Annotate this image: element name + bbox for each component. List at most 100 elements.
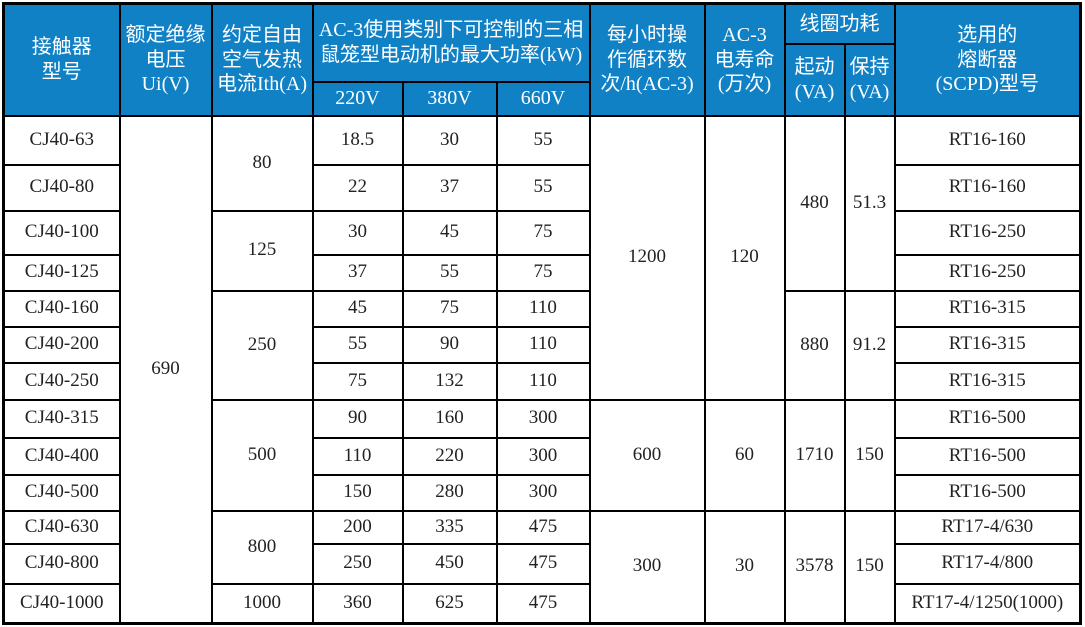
power-220-cell: 30 [311, 209, 404, 256]
header-thermal-current: 约定自由 空气发热 电流Ith(A) [210, 2, 314, 117]
power-660-cell: 475 [495, 542, 591, 585]
header-max-power-group: AC-3使用类别下可控制的三相 鼠笼型电动机的最大功率(kW) [311, 2, 591, 83]
life-cell: 60 [703, 398, 786, 512]
power-380-cell: 625 [401, 582, 498, 625]
model-cell: CJ40-400 [2, 436, 121, 476]
coil-start-cell: 1710 [783, 398, 846, 512]
power-220-cell: 45 [311, 289, 404, 328]
power-220-cell: 200 [311, 509, 404, 545]
table-row: CJ40-1000 1000 360 625 475 RT17-4/1250(1… [2, 582, 1082, 625]
model-cell: CJ40-63 [2, 114, 121, 166]
fuse-cell: RT17-4/1250(1000) [893, 582, 1082, 625]
header-fuse-type: 选用的 熔断器 (SCPD)型号 [893, 2, 1082, 117]
model-cell: CJ40-160 [2, 289, 121, 328]
power-660-cell: 475 [495, 509, 591, 545]
life-cell: 30 [703, 509, 786, 625]
fuse-cell: RT17-4/800 [893, 542, 1082, 585]
fuse-cell: RT16-160 [893, 114, 1082, 166]
header-220v: 220V [311, 80, 404, 117]
header-coil-hold: 保持 (VA) [843, 42, 896, 117]
header-cycles-per-hour: 每小时操 作循环数 次/h(AC-3) [588, 2, 706, 117]
coil-hold-cell: 91.2 [843, 289, 896, 401]
header-insulation-voltage: 额定绝缘 电压Ui(V) [118, 2, 213, 117]
fuse-cell: RT16-250 [893, 253, 1082, 292]
fuse-cell: RT16-500 [893, 473, 1082, 512]
header-row-top: 接触器 型号 额定绝缘 电压Ui(V) 约定自由 空气发热 电流Ith(A) A… [2, 2, 1082, 117]
power-660-cell: 55 [495, 114, 591, 166]
coil-hold-cell: 51.3 [843, 114, 896, 292]
coil-hold-cell: 150 [843, 398, 896, 512]
fuse-cell: RT16-315 [893, 325, 1082, 364]
table-row: CJ40-800 250 450 475 RT17-4/800 [2, 542, 1082, 585]
power-660-cell: 300 [495, 436, 591, 476]
power-660-cell: 300 [495, 473, 591, 512]
power-660-cell: 110 [495, 361, 591, 401]
model-cell: CJ40-800 [2, 542, 121, 585]
model-cell: CJ40-250 [2, 361, 121, 401]
power-220-cell: 22 [311, 163, 404, 212]
power-660-cell: 300 [495, 398, 591, 439]
table-row: CJ40-250 75 132 110 RT16-315 [2, 361, 1082, 401]
fuse-cell: RT16-160 [893, 163, 1082, 212]
power-380-cell: 75 [401, 289, 498, 328]
thermal-current-cell: 800 [210, 509, 314, 585]
header-coil-start: 起动 (VA) [783, 42, 846, 117]
power-380-cell: 55 [401, 253, 498, 292]
power-660-cell: 475 [495, 582, 591, 625]
power-660-cell: 75 [495, 253, 591, 292]
model-cell: CJ40-630 [2, 509, 121, 545]
fuse-cell: RT16-500 [893, 398, 1082, 439]
table-row: CJ40-63 690 80 18.5 30 55 1200 120 480 5… [2, 114, 1082, 625]
power-380-cell: 335 [401, 509, 498, 545]
header-row-voltage-sub: 220V 380V 660V [4, 80, 1081, 117]
table-row: CJ40-630 800 200 335 475 300 30 3578 150… [2, 509, 1082, 625]
thermal-current-cell: 80 [210, 114, 314, 212]
power-380-cell: 90 [401, 325, 498, 364]
thermal-current-cell: 250 [210, 289, 314, 401]
fuse-cell: RT16-500 [893, 436, 1082, 476]
power-660-cell: 110 [495, 289, 591, 328]
power-380-cell: 45 [401, 209, 498, 256]
cycles-cell: 1200 [588, 114, 706, 401]
coil-start-cell: 3578 [783, 509, 846, 625]
power-380-cell: 160 [401, 398, 498, 439]
model-cell: CJ40-100 [2, 209, 121, 256]
model-cell: CJ40-200 [2, 325, 121, 364]
power-660-cell: 110 [495, 325, 591, 364]
header-model: 接触器 型号 [2, 2, 121, 117]
thermal-current-cell: 500 [210, 398, 314, 512]
power-660-cell: 55 [495, 163, 591, 212]
model-cell: CJ40-125 [2, 253, 121, 292]
table-row: CJ40-80 22 37 55 RT16-160 [2, 163, 1082, 212]
table-row: CJ40-200 55 90 110 RT16-315 [2, 325, 1082, 364]
power-220-cell: 250 [311, 542, 404, 585]
power-380-cell: 280 [401, 473, 498, 512]
power-220-cell: 37 [311, 253, 404, 292]
header-660v: 660V [495, 80, 591, 117]
power-380-cell: 220 [401, 436, 498, 476]
header-electrical-life: AC-3 电寿命 (万次) [703, 2, 786, 117]
fuse-cell: RT16-250 [893, 209, 1082, 256]
power-220-cell: 360 [311, 582, 404, 625]
coil-start-cell: 480 [783, 114, 846, 292]
power-220-cell: 55 [311, 325, 404, 364]
power-380-cell: 450 [401, 542, 498, 585]
cycles-cell: 600 [588, 398, 706, 512]
table-row: CJ40-100 125 30 45 75 RT16-250 [2, 209, 1082, 292]
header-row-coil-sub: 起动 (VA) 保持 (VA) [4, 42, 1081, 117]
power-220-cell: 150 [311, 473, 404, 512]
fuse-cell: RT16-315 [893, 289, 1082, 328]
power-220-cell: 75 [311, 361, 404, 401]
model-cell: CJ40-1000 [2, 582, 121, 625]
thermal-current-cell: 1000 [210, 582, 314, 625]
model-cell: CJ40-315 [2, 398, 121, 439]
table-header: 接触器 型号 额定绝缘 电压Ui(V) 约定自由 空气发热 电流Ith(A) A… [2, 2, 1082, 117]
fuse-cell: RT17-4/630 [893, 509, 1082, 545]
power-380-cell: 37 [401, 163, 498, 212]
power-220-cell: 110 [311, 436, 404, 476]
thermal-current-cell: 125 [210, 209, 314, 292]
cycles-cell: 300 [588, 509, 706, 625]
insulation-voltage-cell: 690 [118, 114, 213, 625]
